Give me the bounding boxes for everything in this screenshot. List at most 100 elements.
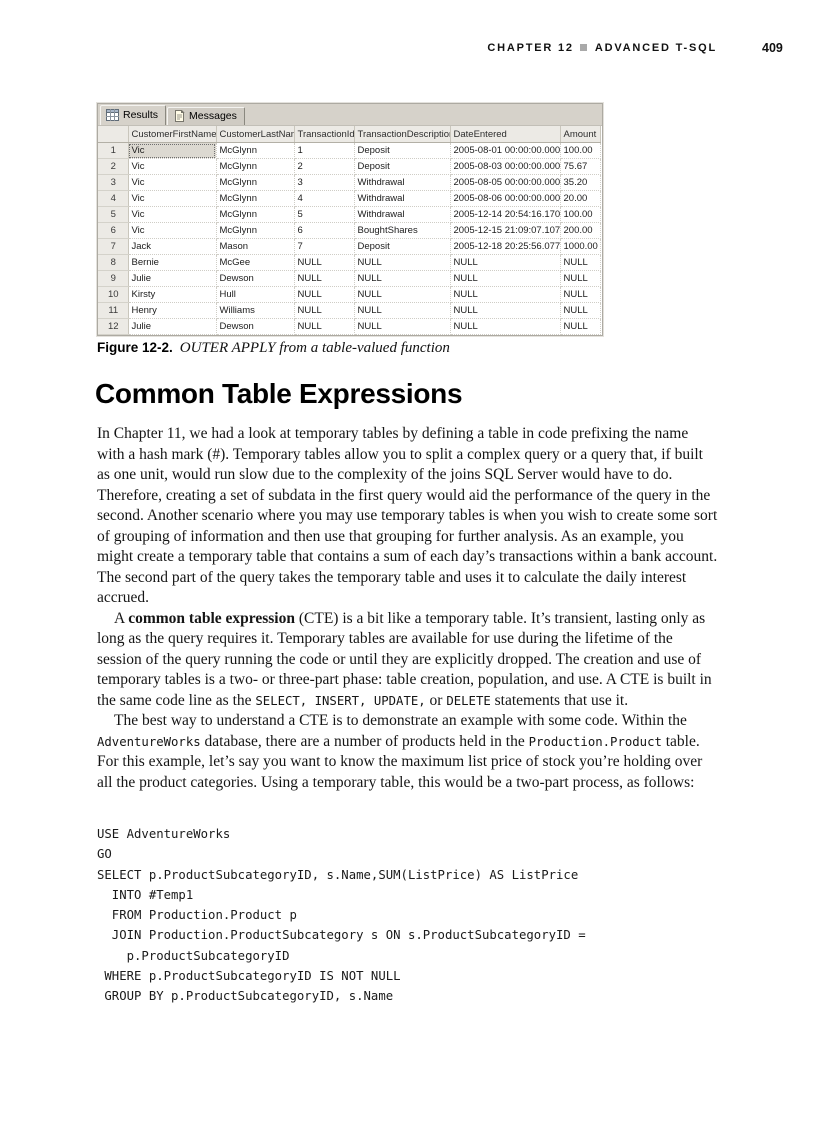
text-segment: (CTE) is a bit like a temporary table. I… [97,609,712,709]
grid-cell: Hull [216,286,295,303]
grid-row: 7 Jack Mason 7 Deposit 2005-12-18 20:25:56.07… [98,238,601,255]
grid-cell: Vic [128,174,217,191]
grid-cell: 2005-08-03 00:00:00.000 [450,158,561,175]
running-header: CHAPTER 12 ADVANCED T-SQL 409 [0,41,816,58]
grid-cell: NULL [354,302,451,319]
grid-cell: NULL [294,302,355,319]
grid-cell: 2005-12-15 21:09:07.107 [450,222,561,239]
grid-cell: 2005-08-05 00:00:00.000 [450,174,561,191]
grid-cell: Dewson [216,318,295,335]
inline-code: AdventureWorks [97,734,201,749]
grid-cell: 20.00 [560,190,601,207]
text-segment: common table expression [128,609,295,627]
grid-cell: McGlynn [216,142,295,159]
row-number-cell: 11 [98,302,129,319]
grid-cell: 2005-08-01 00:00:00.000 [450,142,561,159]
grid-cell: Jack [128,238,217,255]
grid-cell: 2 [294,158,355,175]
grid-cell: Deposit [354,142,451,159]
code-block: USE AdventureWorks GO SELECT p.ProductSu… [97,827,586,1004]
grid-cell: 7 [294,238,355,255]
grid-cell: McGlynn [216,158,295,175]
grid-row: 4 Vic McGlynn 4 Withdrawal 2005-08-06 00:00:0… [98,190,601,207]
row-number-cell: 5 [98,206,129,223]
tab-results-label: Results [123,108,159,121]
column-header: CustomerLastName [216,126,295,143]
grid-cell: Vic [128,206,217,223]
grid-row: 11 Henry Williams NULL NULL NULL NULL [98,302,601,319]
column-header: Amount [560,126,601,143]
grid-row: 8 Bernie McGee NULL NULL NULL NULL [98,254,601,271]
paragraph: In Chapter 11, we had a look at temporar… [97,424,719,609]
grid-cell: 100.00 [560,142,601,159]
grid-header-row: CustomerFirstNameCustomerLastName Transac… [98,126,601,143]
grid-cell: Withdrawal [354,190,451,207]
paragraph: A common table expression (CTE) is a bit… [97,609,719,712]
grid-cell: NULL [354,270,451,287]
grid-cell: Mason [216,238,295,255]
grid-cell: Vic [128,158,217,175]
row-number-cell: 3 [98,174,129,191]
grid-cell: Julie [128,318,217,335]
grid-cell: BoughtShares [354,222,451,239]
grid-cell: NULL [354,254,451,271]
results-grid-table: CustomerFirstNameCustomerLastName Transac… [98,126,601,335]
grid-cell: Vic [128,142,217,159]
row-number-cell: 8 [98,254,129,271]
column-header: TransactionDescription [354,126,451,143]
grid-cell: NULL [450,270,561,287]
grid-cell: 6 [294,222,355,239]
grid-cell: Deposit [354,238,451,255]
grid-row: 12 Julie Dewson NULL NULL NULL NULL [98,318,601,335]
text-segment: or [425,691,447,709]
row-number-cell: 7 [98,238,129,255]
grid-cell: McGlynn [216,206,295,223]
grid-cell: 3 [294,174,355,191]
page-number: 409 [762,41,783,55]
row-number-cell: 10 [98,286,129,303]
text-segment: table. For this example, let’s say you w… [97,732,703,791]
grid-cell: Henry [128,302,217,319]
grid-cell: 2005-12-18 20:25:56.077 [450,238,561,255]
grid-cell: NULL [560,318,601,335]
figure-caption-label: Figure 12-2. [97,340,173,355]
grid-cell: Withdrawal [354,174,451,191]
column-header: CustomerFirstName [128,126,217,143]
messages-icon [173,108,185,122]
results-pane-screenshot: Results Messages CustomerFirstName Custom… [97,103,603,336]
grid-cell: Williams [216,302,295,319]
running-header-text: CHAPTER 12 ADVANCED T-SQL [487,42,717,54]
grid-row: 2 Vic McGlynn 2 Deposit 2005-08-03 00:00:00.0… [98,158,601,175]
grid-cell: NULL [294,286,355,303]
row-number-cell: 1 [98,142,129,159]
chapter-label: CHAPTER 12 [487,42,574,54]
grid-row: 10 Kirsty Hull NULL NULL NULL NULL [98,286,601,303]
grid-cell: NULL [560,286,601,303]
grid-cell: 200.00 [560,222,601,239]
grid-row: 5 Vic McGlynn 5 Withdrawal 2005-12-14 20:54:1… [98,206,601,223]
grid-cell: McGlynn [216,190,295,207]
text-segment: database, there are a number of products… [200,732,529,750]
grid-cell: 2005-08-06 00:00:00.000 [450,190,561,207]
grid-cell: 75.67 [560,158,601,175]
grid-cell: NULL [354,318,451,335]
grid-cell: 35.20 [560,174,601,191]
grid-row: 1 Vic McGlynn 1 Deposit 2005-08-01 00:00:00.0… [98,142,601,159]
tab-messages-label: Messages [189,109,237,122]
inline-code: SELECT, INSERT, UPDATE, [255,693,426,708]
grid-cell: Withdrawal [354,206,451,223]
inline-code: Production.Product [528,734,662,749]
paragraph: The best way to understand a CTE is to d… [97,711,719,793]
grid-cell: NULL [294,270,355,287]
grid-cell: 2005-12-14 20:54:16.170 [450,206,561,223]
grid-cell: Julie [128,270,217,287]
grid-cell: Kirsty [128,286,217,303]
grid-cell: NULL [450,254,561,271]
grid-cell: NULL [294,254,355,271]
section-heading: Common Table Expressions [95,378,463,409]
figure-caption-text: OUTER APPLY from a table-valued function [179,340,450,356]
grid-cell: McGlynn [216,222,295,239]
row-number-cell: 4 [98,190,129,207]
grid-cell: NULL [560,302,601,319]
text-segment: In Chapter 11, we had a look at temporar… [97,425,718,606]
